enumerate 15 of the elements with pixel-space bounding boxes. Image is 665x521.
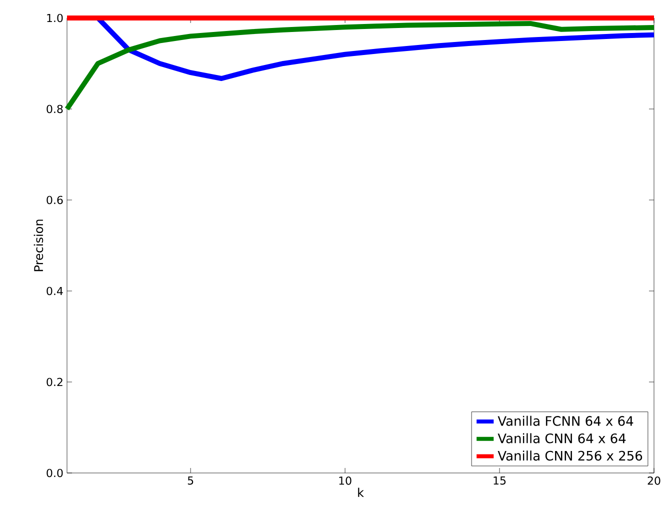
legend-label: Vanilla CNN 64 x 64: [498, 433, 626, 444]
y-axis-title: Precision: [34, 220, 44, 272]
y-tick-label: 0.0: [46, 468, 63, 478]
y-tick-label: 0.2: [46, 378, 62, 386]
x-tick-label: 15: [494, 476, 506, 485]
y-tick-label: 1.0: [47, 14, 63, 22]
x-tick-label: 10: [339, 476, 352, 485]
x-tick-label: 5: [188, 476, 194, 485]
legend-label: Vanilla CNN 256 x 256: [498, 450, 642, 461]
x-tick-label: 20: [648, 476, 660, 485]
legend-label: Vanilla FCNN 64 x 64: [498, 416, 634, 426]
y-tick-label: 0.4: [46, 286, 63, 296]
y-tick-label: 0.8: [46, 104, 63, 114]
x-axis-title: k: [358, 488, 364, 497]
y-tick-label: 0.6: [46, 196, 63, 204]
